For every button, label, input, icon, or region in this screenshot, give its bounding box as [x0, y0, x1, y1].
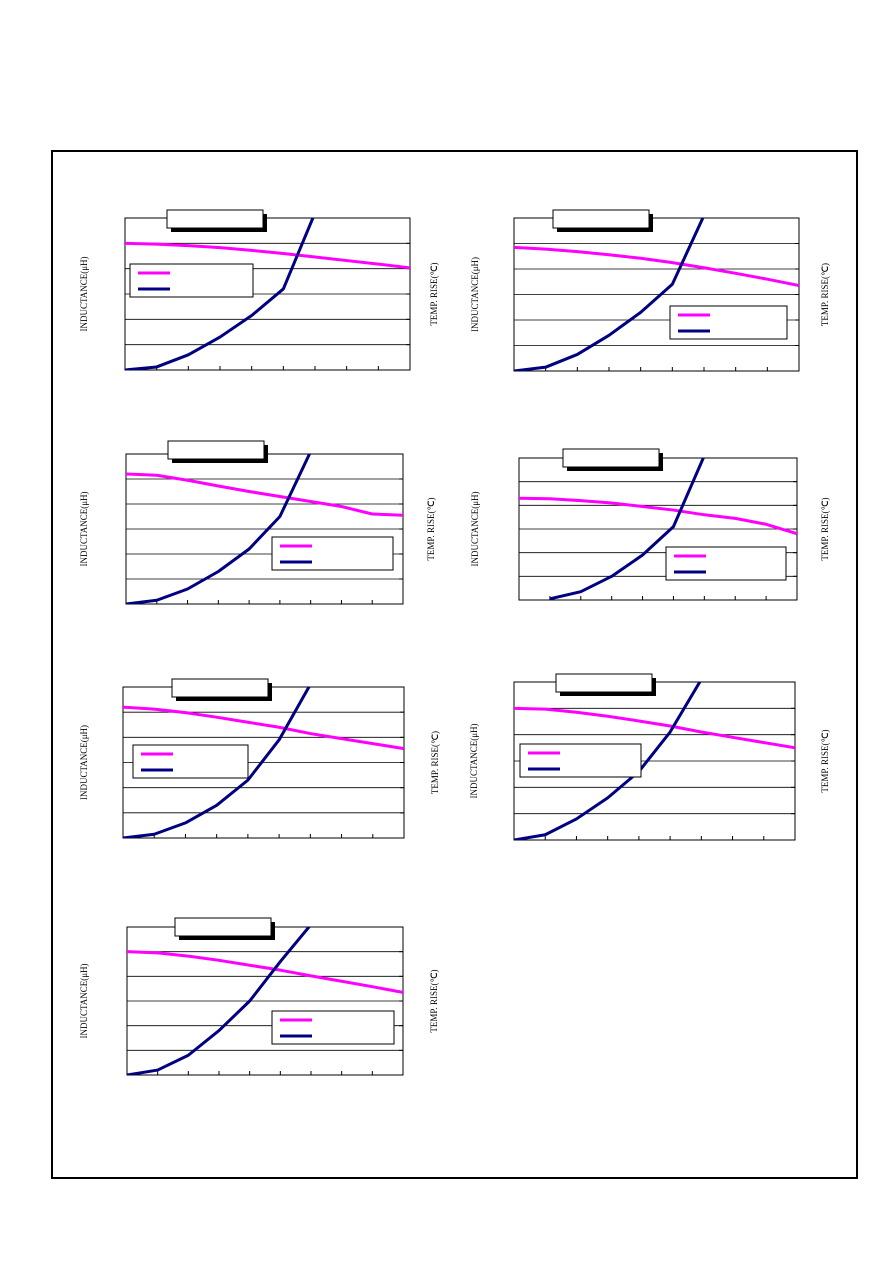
title-box [562, 448, 660, 468]
y2-axis-label: TEMP. RISE(℃) [430, 731, 440, 794]
y-axis-label: INDUCTANCE(μH) [79, 963, 89, 1038]
chart: INDUCTANCE(μH) TEMP. RISE(℃) [470, 209, 830, 372]
series-line [549, 458, 705, 600]
y-axis-label: INDUCTANCE(μH) [470, 257, 480, 332]
y-axis-label: INDUCTANCE(μH) [470, 491, 480, 566]
legend-box [665, 546, 787, 581]
title-box [166, 209, 264, 229]
legend-box [132, 744, 249, 779]
y-axis-label: INDUCTANCE(μH) [79, 725, 89, 800]
series-line [519, 496, 797, 536]
y-axis-label: INDUCTANCE(μH) [79, 491, 89, 566]
y2-axis-label: TEMP. RISE(℃) [820, 263, 830, 326]
legend-box [271, 536, 394, 571]
title-box [552, 209, 650, 229]
chart: INDUCTANCE(μH) TEMP. RISE(℃) [79, 440, 436, 605]
y2-axis-label: TEMP. RISE(℃) [820, 729, 830, 792]
title-box [555, 673, 653, 693]
title-box [167, 440, 265, 460]
series-line [123, 687, 311, 838]
legend-box [669, 305, 788, 340]
series-line [127, 927, 311, 1075]
legend-box [519, 743, 642, 778]
chart: INDUCTANCE(μH) TEMP. RISE(℃) [470, 448, 830, 601]
legend-box [271, 1010, 395, 1045]
y2-axis-label: TEMP. RISE(℃) [429, 262, 439, 325]
y-axis-label: INDUCTANCE(μH) [79, 256, 89, 331]
chart: INDUCTANCE(μH) TEMP. RISE(℃) [79, 209, 439, 371]
page-border [51, 150, 858, 1179]
series-line [514, 706, 795, 750]
legend-box [129, 263, 254, 298]
title-box [171, 678, 269, 698]
series-line [127, 950, 403, 994]
series-line [514, 245, 799, 288]
y2-axis-label: TEMP. RISE(℃) [820, 497, 830, 560]
y-axis-label: INDUCTANCE(μH) [469, 723, 479, 798]
y2-axis-label: TEMP. RISE(℃) [426, 497, 436, 560]
title-box [174, 917, 272, 937]
series-line [125, 241, 410, 270]
series-line [126, 472, 403, 517]
series-line [514, 682, 702, 840]
series-line [126, 454, 312, 604]
series-line [514, 218, 705, 371]
y2-axis-label: TEMP. RISE(℃) [429, 969, 439, 1032]
chart: INDUCTANCE(μH) TEMP. RISE(℃) [79, 678, 440, 839]
series-line [125, 218, 315, 370]
chart: INDUCTANCE(μH) TEMP. RISE(℃) [79, 917, 439, 1076]
chart: INDUCTANCE(μH) TEMP. RISE(℃) [469, 673, 830, 841]
series-line [123, 705, 404, 751]
